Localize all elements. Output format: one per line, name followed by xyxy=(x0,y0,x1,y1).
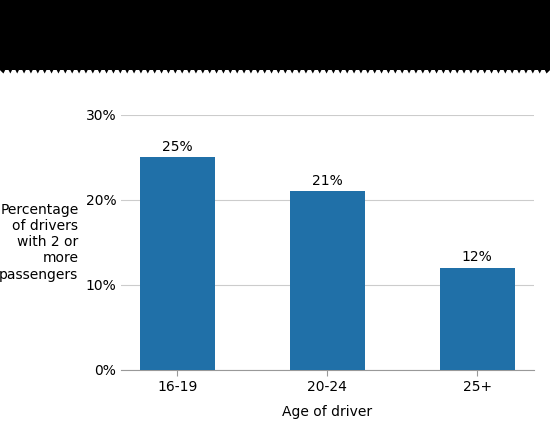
Text: 21%: 21% xyxy=(312,174,343,188)
Bar xyxy=(290,191,365,370)
X-axis label: Age of driver: Age of driver xyxy=(282,405,372,419)
Text: 12%: 12% xyxy=(462,250,493,264)
Bar xyxy=(440,268,515,370)
Y-axis label: Percentage
of drivers
with 2 or
more
passengers: Percentage of drivers with 2 or more pas… xyxy=(0,203,79,282)
Bar xyxy=(140,157,214,370)
Text: 25%: 25% xyxy=(162,140,192,154)
